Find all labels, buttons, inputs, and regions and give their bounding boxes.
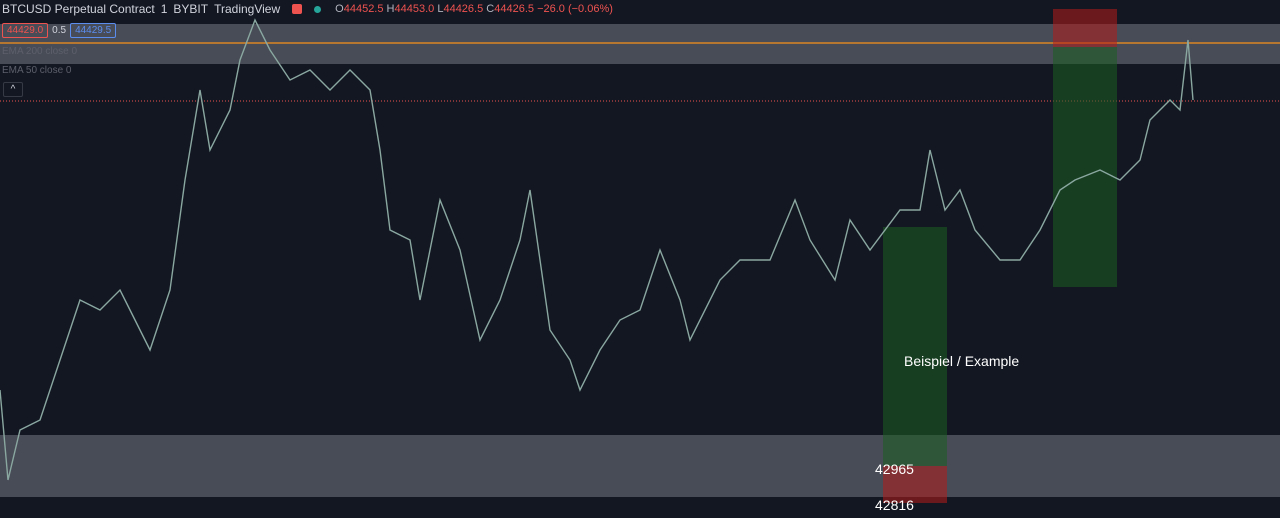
close: 44426.5 (494, 3, 534, 15)
long-stop-zone (1053, 9, 1117, 47)
collapse-button[interactable]: ^ (3, 82, 23, 97)
low: 44426.5 (443, 3, 484, 15)
o-label: O (335, 3, 344, 15)
level-label: 42816 (875, 497, 914, 513)
long-target-zone (1053, 47, 1117, 287)
zone-bottom (0, 435, 1280, 497)
long-target-zone (883, 227, 947, 466)
level-label: 42965 (875, 461, 914, 477)
status-dot (314, 5, 322, 13)
ohlc: O44452.5 H44453.0 L44426.5 C44426.5 −26.… (335, 3, 613, 15)
high: 44453.0 (394, 3, 435, 15)
sell-button[interactable]: 44429.0 (2, 23, 49, 38)
header: BTCUSD Perpetual Contract 1 BYBIT Tradin… (2, 2, 613, 16)
price-series (0, 18, 1194, 481)
buy-button[interactable]: 44429.5 (70, 23, 117, 38)
h-label: H (386, 3, 395, 15)
change: −26.0 (−0.06%) (537, 3, 613, 15)
c-label: C (486, 3, 495, 15)
interval[interactable]: 1 (160, 2, 168, 16)
symbol[interactable]: BTCUSD Perpetual Contract (2, 2, 155, 16)
indicator[interactable]: EMA 200 close 0 (2, 46, 78, 57)
long-stop-zone (883, 466, 947, 503)
annotation: Beispiel / Example (904, 353, 1020, 369)
exchange: BYBIT (173, 2, 209, 16)
source: TradingView (214, 2, 281, 16)
trade-panel: 44429.0 0.5 44429.5 (2, 23, 117, 38)
indicator[interactable]: EMA 50 close 0 (2, 65, 72, 76)
flag-icon[interactable] (292, 4, 303, 14)
spread: 0.5 (52, 25, 67, 36)
l-label: L (437, 3, 444, 15)
open: 44452.5 (343, 3, 384, 15)
